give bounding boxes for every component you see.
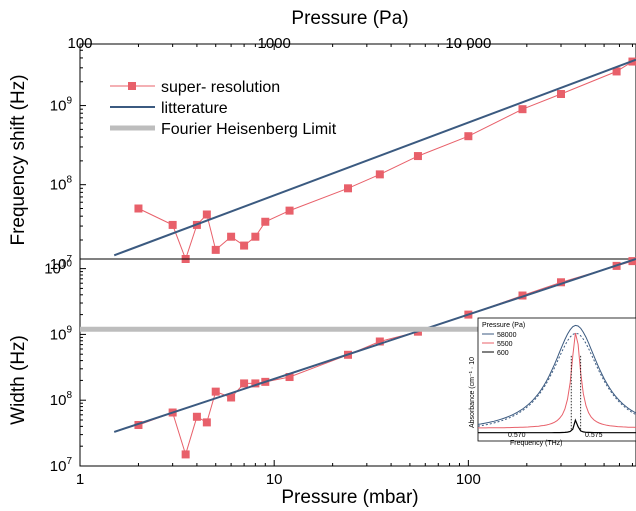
bottom-series-0-point (375, 337, 384, 346)
bottom-series-0-point (518, 291, 527, 300)
bottom-series-0-point (285, 373, 294, 382)
top-series-0-point (612, 67, 621, 76)
bottom-y-tick-label: 108 (50, 390, 73, 409)
legend: super- resolution litterature Fourier He… (110, 79, 337, 138)
top-y-tick-label: 108 (50, 175, 73, 194)
bottom-series-0-point (251, 379, 260, 388)
top-series-0-point (227, 232, 236, 241)
inset-spectrum-600 (478, 418, 636, 434)
top-series-0-point (375, 170, 384, 179)
inset-x-label: Frequency (THz) (510, 440, 563, 447)
inset-y-label: Absorbance (cm⁻¹ · 10 (469, 357, 476, 428)
inset-spectrum-58000 (477, 324, 636, 425)
top-axis-tick-label: 10 000 (445, 35, 491, 52)
top-frame (79, 43, 636, 260)
top-axis-title: Pressure (Pa) (291, 8, 408, 29)
bottom-frame (79, 258, 636, 467)
bottom-series-0-point (240, 379, 249, 388)
bottom-series-0-point (192, 412, 201, 421)
top-series-0-point (134, 204, 143, 213)
inset-legend-title: Pressure (Pa) (482, 322, 525, 329)
x-tick-label: 10 (266, 471, 283, 488)
bottom-series-0-point (227, 393, 236, 402)
bottom-series-0-point (202, 418, 211, 427)
legend-label-super-resolution: super- resolution (161, 79, 280, 96)
bottom-y-tick-label: 1010 (44, 259, 72, 278)
top-axis-tick-label: 1000 (257, 35, 290, 52)
top-series-0-point (413, 152, 422, 161)
top-series-1-line (113, 58, 636, 257)
inset-spectrum-5500 (478, 332, 636, 429)
inset-legend-label-600: 600 (497, 350, 509, 357)
x-axis-title: Pressure (mbar) (281, 487, 418, 508)
bottom-y-tick-label: 109 (50, 324, 73, 343)
inset-panel (477, 317, 636, 442)
top-series-0-point (557, 90, 566, 99)
bottom-series-0-point (181, 450, 190, 459)
top-series-0-point (285, 206, 294, 215)
inset-legend-label-58000: 58000 (497, 332, 517, 339)
top-y-tick-label: 107 (50, 254, 73, 273)
top-series-0-point (168, 220, 177, 229)
bottom-panel: 1 10 100 107 108 109 1010 (44, 257, 636, 488)
bottom-y-axis-title: Width (Hz) (8, 335, 29, 425)
top-series-0-point (251, 232, 260, 241)
bottom-series-0-point (557, 278, 566, 287)
x-tick-label: 100 (456, 471, 481, 488)
x-tick-label: 1 (76, 471, 84, 488)
bottom-y-tick-label: 107 (50, 456, 73, 475)
top-y-axis-title: Frequency shift (Hz) (8, 74, 29, 245)
top-series-0-point (261, 217, 270, 226)
bottom-series-1-line (113, 258, 636, 433)
legend-marker-super-resolution (128, 82, 136, 90)
legend-label-litterature: litterature (161, 100, 228, 117)
bottom-series-0-point (134, 420, 143, 429)
inset-legend-label-5500: 5500 (497, 341, 513, 348)
top-series-0-point (211, 245, 220, 254)
top-series-0-point (202, 210, 211, 219)
legend-label-fourier-limit: Fourier Heisenberg Limit (161, 121, 337, 138)
top-series-0-point (464, 132, 473, 141)
top-y-tick-label: 109 (50, 96, 73, 115)
top-series-0-point (518, 105, 527, 114)
top-series-0-point (240, 241, 249, 250)
top-series-0-point (344, 184, 353, 193)
bottom-series-0-point (211, 387, 220, 396)
inset-x-tick-0: 0.570 (508, 432, 526, 439)
inset-x-tick-1: 0.575 (585, 432, 603, 439)
